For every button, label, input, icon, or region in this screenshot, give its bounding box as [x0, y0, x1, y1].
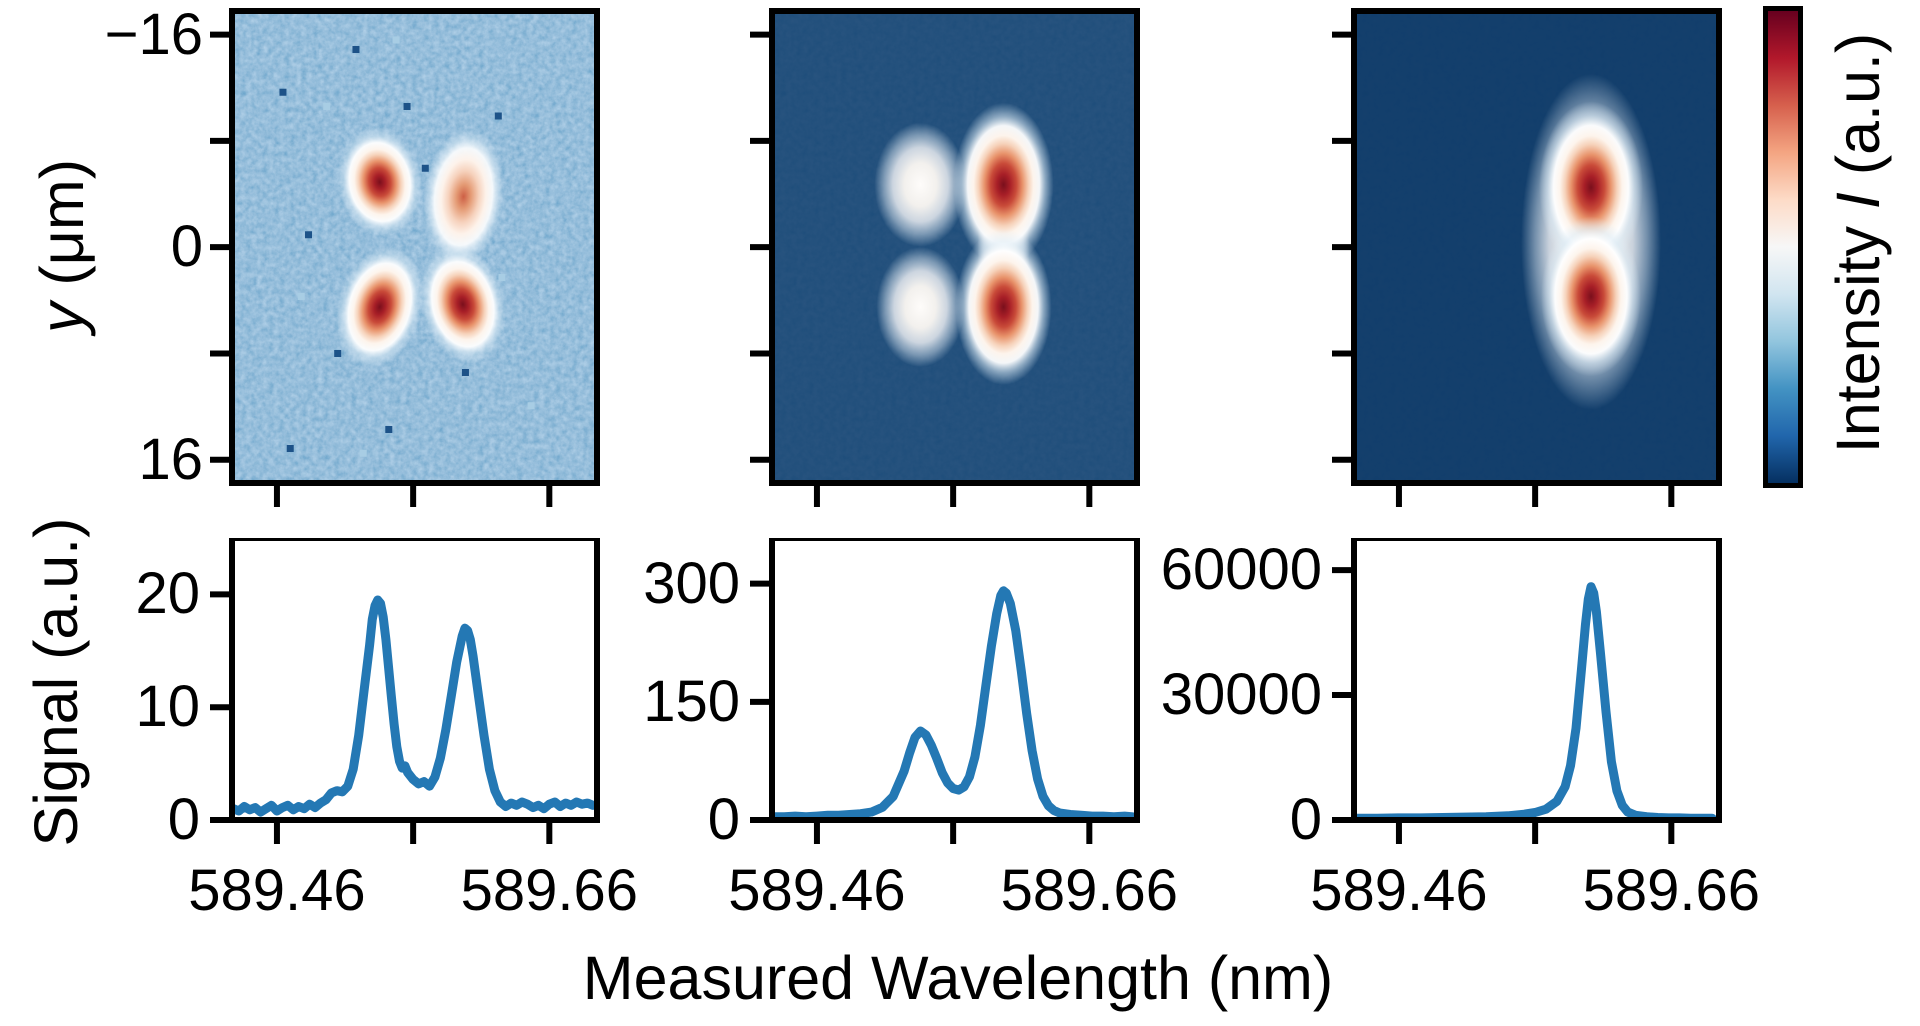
colorbar-label-italic: I: [1824, 192, 1892, 210]
plot-ytick-label: 0: [707, 787, 740, 852]
colorbar-label-pre: Intensity: [1824, 209, 1892, 454]
heatmap-panel-3: [1332, 8, 1722, 507]
plot-ytick-label: 30000: [1160, 662, 1322, 728]
x-tick-label: 589.46: [1310, 858, 1488, 923]
x-tick-label: 589.66: [1000, 858, 1179, 923]
x-axis-label: Measured Wavelength (nm): [582, 944, 1334, 1012]
plot-ytick-label: 60000: [1160, 537, 1322, 603]
heatmap-panel-1: [210, 8, 600, 507]
colorbar-label: Intensity I (a.u.): [1824, 32, 1892, 454]
maps-y-axis-label-italic: y: [28, 302, 96, 334]
colorbar: [1763, 6, 1803, 488]
plot-ytick-label: 20: [135, 561, 200, 627]
plot-ytick-label: 150: [643, 668, 740, 734]
plot-ytick-label: 300: [643, 550, 740, 616]
map-ytick-label: 16: [138, 426, 203, 492]
map-ytick-label: −16: [104, 1, 203, 67]
x-tick-label: 589.66: [460, 858, 639, 923]
x-tick-label: 589.46: [728, 858, 906, 923]
map-ytick-label: 0: [170, 214, 203, 280]
heatmap-panel-2: [750, 8, 1140, 507]
plot-ytick-label: 0: [167, 787, 200, 852]
plot-ytick-label: 0: [1289, 787, 1322, 852]
spectrum-panel-2: [750, 538, 1140, 844]
spectrum-panel-1: [210, 538, 600, 844]
x-tick-label: 589.66: [1582, 858, 1761, 923]
x-tick-label: 589.46: [188, 858, 366, 923]
colorbar-label-post: (a.u.): [1824, 32, 1892, 193]
spectrum-panel-3: [1332, 538, 1722, 844]
plot-ytick-label: 10: [135, 674, 200, 740]
